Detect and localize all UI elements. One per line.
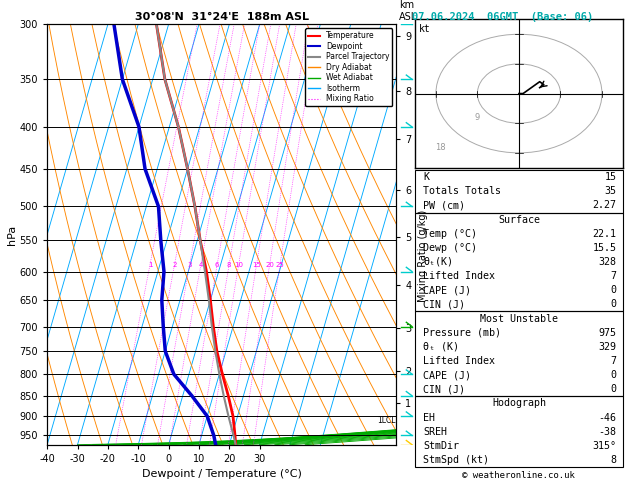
Text: SREH: SREH (423, 427, 447, 436)
Text: 15: 15 (604, 172, 616, 182)
Text: CIN (J): CIN (J) (423, 299, 465, 310)
Text: 7: 7 (611, 271, 616, 281)
Text: Lifted Index: Lifted Index (423, 271, 496, 281)
Text: 35: 35 (604, 186, 616, 196)
Text: 1LCL: 1LCL (377, 416, 396, 425)
Text: Totals Totals: Totals Totals (423, 186, 501, 196)
Text: CAPE (J): CAPE (J) (423, 370, 472, 380)
Text: 0: 0 (611, 285, 616, 295)
Text: Lifted Index: Lifted Index (423, 356, 496, 366)
Text: Temp (°C): Temp (°C) (423, 229, 477, 239)
Legend: Temperature, Dewpoint, Parcel Trajectory, Dry Adiabat, Wet Adiabat, Isotherm, Mi: Temperature, Dewpoint, Parcel Trajectory… (305, 28, 392, 106)
Text: 0: 0 (611, 384, 616, 394)
Text: 8: 8 (227, 261, 231, 267)
Text: -38: -38 (598, 427, 616, 436)
Text: 8: 8 (611, 455, 616, 465)
Text: θₜ (K): θₜ (K) (423, 342, 459, 352)
Text: 2: 2 (172, 261, 177, 267)
Text: CIN (J): CIN (J) (423, 384, 465, 394)
Title: 30°08'N  31°24'E  188m ASL: 30°08'N 31°24'E 188m ASL (135, 12, 309, 22)
Bar (415, 170, 623, 212)
Text: -46: -46 (598, 413, 616, 422)
Text: θₜ(K): θₜ(K) (423, 257, 454, 267)
Text: Most Unstable: Most Unstable (480, 313, 558, 324)
Text: 15.5: 15.5 (593, 243, 616, 253)
Text: 2.27: 2.27 (593, 200, 616, 210)
Text: Hodograph: Hodograph (492, 399, 546, 408)
Text: 328: 328 (598, 257, 616, 267)
Text: km
ASL: km ASL (399, 0, 418, 22)
Text: 3: 3 (187, 261, 192, 267)
Text: 18: 18 (435, 143, 445, 152)
Text: 7: 7 (611, 356, 616, 366)
X-axis label: Dewpoint / Temperature (°C): Dewpoint / Temperature (°C) (142, 469, 302, 479)
Bar (415, 396, 623, 467)
Text: StmSpd (kt): StmSpd (kt) (423, 455, 489, 465)
Text: kt: kt (420, 24, 431, 34)
Text: K: K (423, 172, 430, 182)
Text: PW (cm): PW (cm) (423, 200, 465, 210)
Text: 20: 20 (265, 261, 274, 267)
Text: 25: 25 (276, 261, 284, 267)
Y-axis label: hPa: hPa (7, 225, 17, 244)
Text: 0: 0 (611, 299, 616, 310)
Text: CAPE (J): CAPE (J) (423, 285, 472, 295)
Text: StmDir: StmDir (423, 441, 459, 451)
Text: 07.06.2024  06GMT  (Base: 06): 07.06.2024 06GMT (Base: 06) (412, 12, 593, 22)
Text: 6: 6 (215, 261, 220, 267)
Text: 4: 4 (199, 261, 203, 267)
Text: 9: 9 (475, 113, 480, 122)
Bar (415, 312, 623, 396)
Text: Pressure (mb): Pressure (mb) (423, 328, 501, 338)
Text: 15: 15 (252, 261, 261, 267)
Text: 975: 975 (598, 328, 616, 338)
Text: 22.1: 22.1 (593, 229, 616, 239)
Text: EH: EH (423, 413, 435, 422)
Text: 315°: 315° (593, 441, 616, 451)
Text: Mixing Ratio (g/kg): Mixing Ratio (g/kg) (418, 209, 428, 302)
Text: Dewp (°C): Dewp (°C) (423, 243, 477, 253)
Text: © weatheronline.co.uk: © weatheronline.co.uk (462, 471, 576, 480)
Text: Surface: Surface (498, 215, 540, 225)
Text: 1: 1 (148, 261, 152, 267)
Text: 10: 10 (234, 261, 243, 267)
Text: 0: 0 (611, 370, 616, 380)
Text: 329: 329 (598, 342, 616, 352)
Bar (415, 212, 623, 312)
